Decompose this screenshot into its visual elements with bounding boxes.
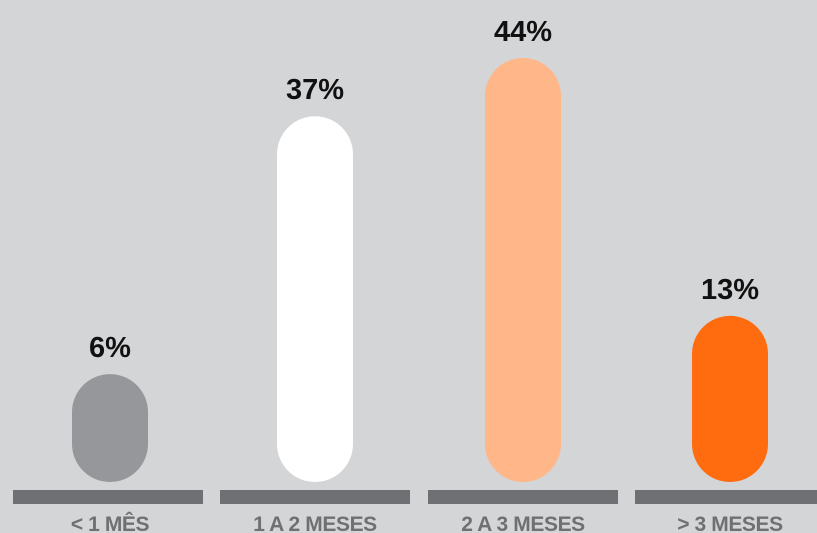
value-label-1-a-2-meses: 37% (286, 74, 344, 106)
value-labels: 6% 37% 44% 13% (89, 16, 759, 364)
category-label-lt-1-mes: < 1 MÊS (71, 512, 150, 533)
bars-layer (72, 58, 768, 483)
bar-lt-1-mes (72, 374, 148, 482)
value-label-gt-3-meses: 13% (701, 274, 759, 306)
baselines-layer (13, 490, 817, 504)
baseline-lt-1-mes (13, 490, 203, 504)
value-label-2-a-3-meses: 44% (494, 16, 552, 48)
category-labels: < 1 MÊS 1 A 2 MESES 2 A 3 MESES > 3 MESE… (71, 512, 784, 533)
baseline-1-a-2-meses (220, 490, 410, 504)
category-label-gt-3-meses: > 3 MESES (677, 513, 783, 533)
baseline-2-a-3-meses (428, 490, 618, 504)
value-label-lt-1-mes: 6% (89, 332, 131, 364)
baseline-gt-3-meses (635, 490, 817, 504)
category-label-1-a-2-meses: 1 A 2 MESES (253, 513, 377, 533)
bar-1-a-2-meses (277, 116, 353, 483)
bar-2-a-3-meses (485, 58, 561, 482)
bar-gt-3-meses (692, 315, 768, 482)
category-label-2-a-3-meses: 2 A 3 MESES (461, 513, 585, 533)
